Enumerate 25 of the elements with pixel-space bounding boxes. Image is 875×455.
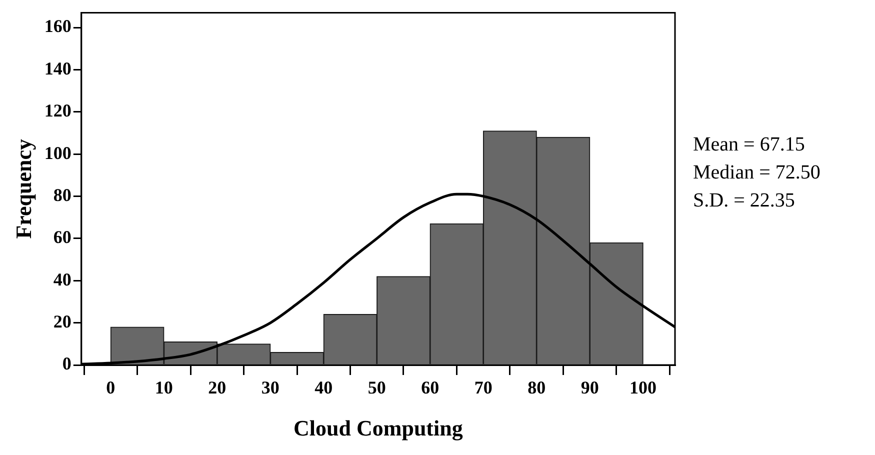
y-tick-label: 100 [44,142,72,163]
y-axis-title: Frequency [10,138,36,239]
x-tick-label: 0 [106,377,116,398]
x-tick-label: 60 [421,377,440,398]
x-tick-label: 10 [154,377,173,398]
y-tick-label: 0 [62,354,72,374]
x-tick-label: 90 [580,377,599,398]
x-tick-label: 80 [528,377,546,398]
text: Median = 72.50 [693,161,820,184]
y-tick-label: 140 [44,58,72,78]
x-tick-label: 100 [630,377,657,398]
y-tick-label: 40 [53,269,72,290]
y-tick-label: 120 [44,100,72,121]
text: S.D. = 22.35 [693,189,795,212]
text: Mean = 67.15 [693,133,805,156]
y-tick-label: 20 [53,311,72,332]
x-tick-label: 30 [261,377,280,398]
x-tick-label: 50 [368,377,386,398]
y-tick-label: 160 [44,16,72,36]
y-tick-label: 60 [53,227,72,248]
x-tick-label: 40 [314,377,333,398]
y-tick-label: 80 [53,184,72,205]
x-tick-label: 70 [474,377,492,398]
x-axis-title: Cloud Computing [294,415,463,440]
x-tick-label: 20 [208,377,226,398]
